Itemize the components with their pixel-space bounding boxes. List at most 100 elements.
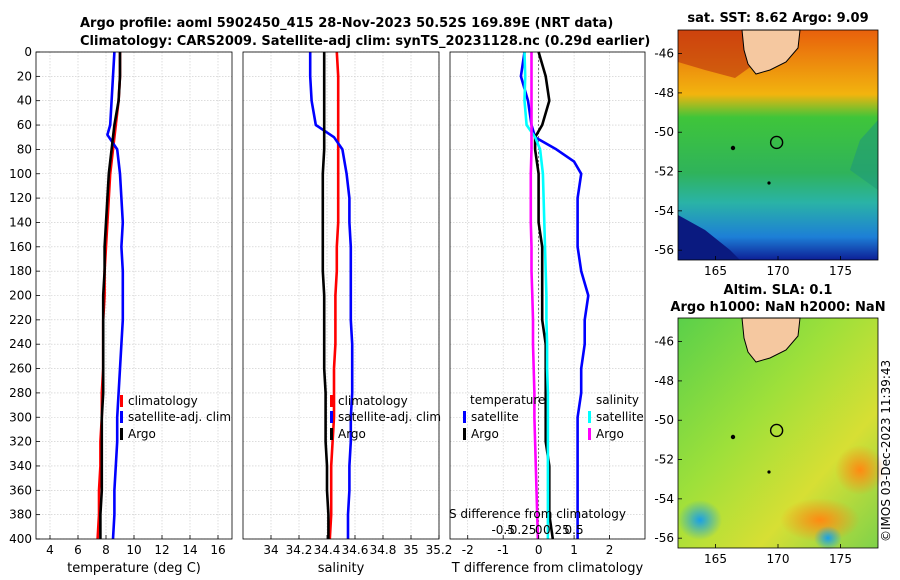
y-tick-label: 340 <box>9 459 32 473</box>
difference-panel: -2 -1 0 1 2 T difference from climatology <box>449 51 646 576</box>
sst-cool-patch <box>850 120 878 190</box>
sst-cold-patch <box>678 215 740 260</box>
x-tick-label: 34.6 <box>342 543 369 557</box>
timestamp: ©IMOS 03-Dec-2023 11:39:43 <box>879 360 893 542</box>
land-south-island <box>741 29 801 75</box>
y-tick-label: 360 <box>9 483 32 497</box>
y-tick-label: 200 <box>9 289 32 303</box>
figure-title-line2: Climatology: CARS2009. Satellite-adj cli… <box>80 34 650 49</box>
x-tick-label: 1 <box>570 543 578 557</box>
sst-map-axes: 165 170 175 -46 -48 -50 -52 -54 -56 <box>654 47 852 278</box>
map-x-tick-label: 170 <box>767 264 790 278</box>
legend-t-satellite: satellite <box>471 410 519 424</box>
argo-position-marker <box>769 423 784 438</box>
map-y-tick-label: -56 <box>654 243 674 257</box>
legend-argo: Argo <box>128 427 156 441</box>
x-tick-label: 12 <box>154 543 169 557</box>
s-tick-label: -0.25 <box>505 523 536 537</box>
legend-swatch-satellite <box>330 411 333 423</box>
sla-map-axes: 165 170 175 -46 -48 -50 -52 -54 -56 <box>654 335 852 566</box>
series-line-satellite-adj-clim <box>106 51 125 540</box>
y-tick-label: 320 <box>9 435 32 449</box>
plot-frame <box>242 51 440 540</box>
series-line-temperature-satellite <box>519 51 590 539</box>
island-campbell <box>767 470 771 474</box>
legend-swatch-t-satellite <box>463 411 466 423</box>
series-line-argo <box>321 52 330 539</box>
legend-salinity-title: salinity <box>596 393 639 407</box>
y-tick-label: 260 <box>9 362 32 376</box>
map-x-tick-label: 175 <box>829 264 852 278</box>
legend-s-satellite: satellite <box>596 410 644 424</box>
legend-swatch-t-argo <box>463 428 466 440</box>
x-tick-label: 4 <box>46 543 54 557</box>
s-tick-label: 0.5 <box>565 523 584 537</box>
y-tick-label: 240 <box>9 337 32 351</box>
x-tick-label: 10 <box>126 543 141 557</box>
legend-satellite: satellite-adj. clim <box>338 410 441 424</box>
x-tick-label: 14 <box>182 543 197 557</box>
x-axis-label: salinity <box>318 561 365 576</box>
legend-swatch-argo <box>330 428 333 440</box>
y-tick-label: 60 <box>17 118 32 132</box>
legend-swatch-s-argo <box>588 428 591 440</box>
map-x-tick-label: 170 <box>767 552 790 566</box>
map-y-tick-label: -48 <box>654 374 674 388</box>
legend-s-argo: Argo <box>596 427 624 441</box>
temperature-legend: climatology satellite-adj. clim Argo <box>120 394 231 441</box>
x-tick-label: 0 <box>535 543 543 557</box>
x-tick-label: 34.2 <box>286 543 313 557</box>
sla-high-patch <box>780 498 860 542</box>
legend-satellite: satellite-adj. clim <box>128 410 231 424</box>
map-y-tick-label: -56 <box>654 531 674 545</box>
legend-climatology: climatology <box>338 394 408 408</box>
map-y-tick-label: -46 <box>654 47 674 61</box>
y-tick-label: 20 <box>17 69 32 83</box>
figure-title-line1: Argo profile: aoml 5902450_415 28-Nov-20… <box>80 16 613 31</box>
y-tick-label: 380 <box>9 508 32 522</box>
map-y-tick-label: -50 <box>654 413 674 427</box>
y-tick-label: 160 <box>9 240 32 254</box>
s-tick-label: 0 <box>535 523 543 537</box>
map-y-tick-label: -48 <box>654 86 674 100</box>
y-tick-label: 100 <box>9 167 32 181</box>
series-line-climatology <box>328 51 340 540</box>
s-tick-label: -0.5 <box>491 523 514 537</box>
sst-map <box>677 29 879 261</box>
legend-swatch-argo <box>120 428 123 440</box>
legend-swatch-climatology <box>330 395 333 407</box>
salinity-legend: climatology satellite-adj. clim Argo <box>330 394 441 441</box>
map-y-tick-label: -52 <box>654 165 674 179</box>
x-tick-label: -1 <box>497 543 509 557</box>
x-tick-label: -2 <box>462 543 474 557</box>
map-y-tick-label: -50 <box>654 125 674 139</box>
x-tick-label: 6 <box>74 543 82 557</box>
legend-swatch-climatology <box>120 395 123 407</box>
map-x-tick-label: 165 <box>704 264 727 278</box>
legend-swatch-s-satellite <box>588 411 591 423</box>
series-line-salinity-argo <box>529 52 540 540</box>
s-tick-label: 0.25 <box>543 523 570 537</box>
s-difference-label: S difference from climatology <box>449 507 626 521</box>
sla-map-title-line2: Argo h1000: NaN h2000: NaN <box>670 300 885 315</box>
sst-map-title: sat. SST: 8.62 Argo: 9.09 <box>687 11 868 26</box>
difference-legend: temperature satellite Argo salinity sate… <box>463 393 644 441</box>
island-campbell <box>767 181 771 185</box>
salinity-panel: 34 34.2 34.4 34.6 34.8 35 35.2 salinity <box>242 51 452 576</box>
island-auckland <box>730 145 736 151</box>
x-tick-label: 35 <box>403 543 418 557</box>
sla-map <box>677 317 885 550</box>
argo-position-marker <box>769 135 784 150</box>
y-tick-label: 400 <box>9 532 32 546</box>
legend-temperature-title: temperature <box>470 393 545 407</box>
map-x-tick-label: 165 <box>704 552 727 566</box>
map-y-tick-label: -54 <box>654 204 674 218</box>
x-axis-label: T difference from climatology <box>451 561 644 576</box>
y-tick-label: 0 <box>24 45 32 59</box>
sla-low-patch <box>814 526 842 550</box>
legend-swatch-satellite <box>120 411 123 423</box>
series-line-climatology <box>96 52 122 540</box>
y-tick-label: 80 <box>17 142 32 156</box>
sla-low-patch <box>678 500 722 540</box>
